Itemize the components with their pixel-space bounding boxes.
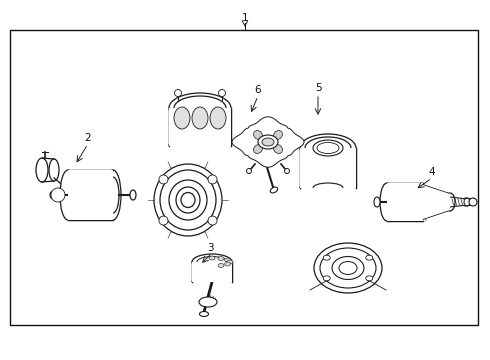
Polygon shape bbox=[68, 170, 113, 220]
Ellipse shape bbox=[313, 140, 343, 156]
Ellipse shape bbox=[270, 187, 278, 193]
Text: 1: 1 bbox=[242, 13, 248, 23]
Text: 3: 3 bbox=[207, 243, 213, 253]
Ellipse shape bbox=[159, 216, 168, 225]
Ellipse shape bbox=[159, 175, 168, 184]
Ellipse shape bbox=[160, 170, 216, 230]
Ellipse shape bbox=[174, 107, 190, 129]
Ellipse shape bbox=[219, 90, 225, 96]
Ellipse shape bbox=[176, 187, 200, 213]
Ellipse shape bbox=[380, 183, 394, 221]
Ellipse shape bbox=[332, 256, 364, 279]
Ellipse shape bbox=[339, 261, 357, 274]
Ellipse shape bbox=[49, 159, 59, 181]
Polygon shape bbox=[232, 117, 304, 167]
Polygon shape bbox=[387, 183, 423, 221]
Polygon shape bbox=[169, 108, 231, 146]
Ellipse shape bbox=[197, 256, 227, 267]
Ellipse shape bbox=[218, 264, 224, 267]
Ellipse shape bbox=[210, 107, 226, 129]
Ellipse shape bbox=[105, 170, 121, 220]
Ellipse shape bbox=[208, 216, 217, 225]
Ellipse shape bbox=[258, 135, 278, 149]
Ellipse shape bbox=[181, 193, 195, 207]
Ellipse shape bbox=[174, 96, 226, 120]
Ellipse shape bbox=[305, 137, 351, 159]
Ellipse shape bbox=[253, 144, 263, 153]
Ellipse shape bbox=[154, 164, 222, 236]
Ellipse shape bbox=[174, 90, 181, 96]
Text: 2: 2 bbox=[85, 133, 91, 143]
Ellipse shape bbox=[253, 131, 263, 140]
Ellipse shape bbox=[317, 143, 339, 153]
Ellipse shape bbox=[366, 255, 373, 260]
Ellipse shape bbox=[218, 257, 224, 261]
Polygon shape bbox=[192, 262, 232, 282]
Bar bbox=[10, 30, 478, 325]
Ellipse shape bbox=[199, 311, 209, 316]
Text: 6: 6 bbox=[255, 85, 261, 95]
Ellipse shape bbox=[107, 177, 119, 213]
Ellipse shape bbox=[130, 190, 136, 200]
Ellipse shape bbox=[323, 276, 330, 281]
Ellipse shape bbox=[192, 254, 232, 270]
Ellipse shape bbox=[169, 180, 207, 220]
Ellipse shape bbox=[285, 168, 290, 174]
Ellipse shape bbox=[469, 198, 477, 206]
Ellipse shape bbox=[51, 188, 65, 202]
Ellipse shape bbox=[428, 193, 446, 211]
Ellipse shape bbox=[366, 276, 373, 281]
Ellipse shape bbox=[208, 175, 217, 184]
Ellipse shape bbox=[50, 191, 58, 199]
Ellipse shape bbox=[199, 297, 217, 307]
Text: 4: 4 bbox=[429, 167, 435, 177]
Ellipse shape bbox=[323, 255, 330, 260]
Ellipse shape bbox=[169, 93, 231, 123]
Ellipse shape bbox=[300, 134, 356, 162]
Ellipse shape bbox=[273, 131, 282, 140]
Ellipse shape bbox=[224, 262, 231, 266]
Text: 5: 5 bbox=[315, 83, 321, 93]
Ellipse shape bbox=[464, 198, 470, 206]
Ellipse shape bbox=[209, 256, 215, 260]
Ellipse shape bbox=[246, 168, 251, 174]
Ellipse shape bbox=[417, 185, 429, 219]
Ellipse shape bbox=[192, 107, 208, 129]
Ellipse shape bbox=[227, 260, 233, 264]
Ellipse shape bbox=[374, 197, 380, 207]
Ellipse shape bbox=[262, 138, 274, 146]
Ellipse shape bbox=[224, 258, 231, 262]
Ellipse shape bbox=[445, 193, 455, 211]
Ellipse shape bbox=[320, 248, 376, 288]
Ellipse shape bbox=[273, 144, 282, 153]
Ellipse shape bbox=[314, 243, 382, 293]
Ellipse shape bbox=[60, 170, 76, 220]
Ellipse shape bbox=[36, 158, 48, 182]
Polygon shape bbox=[300, 148, 356, 188]
Polygon shape bbox=[423, 185, 450, 219]
